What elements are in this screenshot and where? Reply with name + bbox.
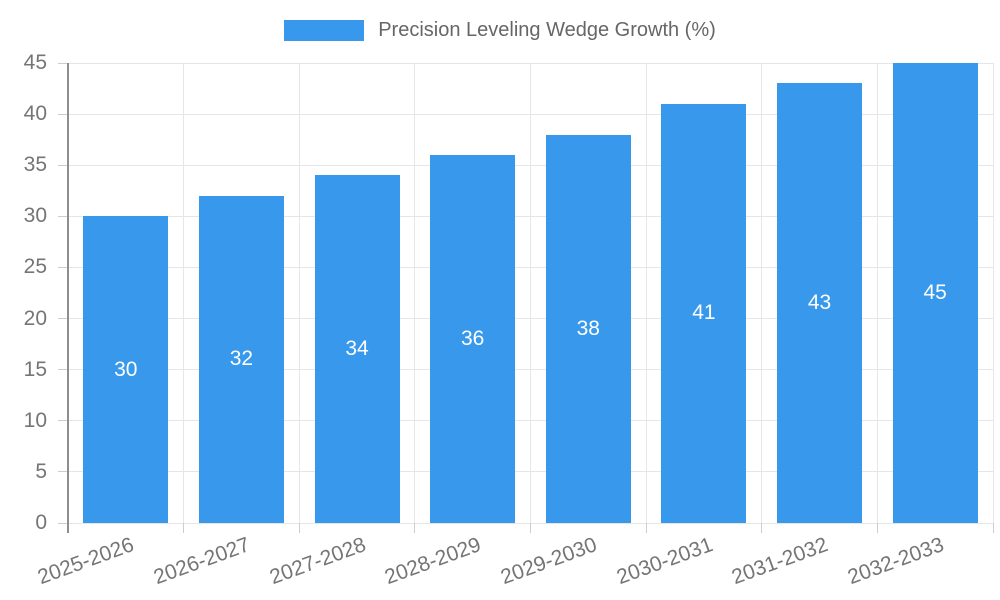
x-axis-tick-label: 2029-2030 — [497, 533, 600, 590]
y-axis-tick — [58, 420, 68, 422]
x-axis-tick — [645, 523, 647, 533]
y-axis-tick-label: 5 — [35, 459, 47, 483]
x-gridline — [645, 63, 647, 523]
y-axis-tick — [58, 522, 68, 524]
x-gridline — [761, 63, 763, 523]
y-axis-tick-label: 35 — [23, 153, 47, 177]
y-axis-tick-label: 40 — [23, 102, 47, 126]
y-axis-tick-label: 10 — [23, 408, 47, 432]
x-gridline — [992, 63, 994, 523]
y-axis-tick-label: 20 — [23, 306, 47, 330]
bar-2030-2031[interactable] — [661, 103, 747, 523]
x-gridline — [876, 63, 878, 523]
legend-swatch[interactable] — [284, 20, 365, 41]
bar-value-label: 32 — [229, 347, 254, 371]
x-axis-tick — [876, 523, 878, 533]
legend-label[interactable]: Precision Leveling Wedge Growth (%) — [378, 19, 716, 41]
x-axis-tick-label: 2030-2031 — [613, 533, 716, 590]
x-gridline — [183, 63, 185, 523]
y-axis-tick-label: 25 — [23, 255, 47, 279]
x-axis-tick — [298, 523, 300, 533]
bar-value-label: 38 — [576, 316, 600, 340]
x-gridline — [298, 63, 300, 523]
bar-2028-2029[interactable] — [430, 155, 516, 523]
x-axis-tick — [992, 523, 994, 533]
y-axis-tick — [58, 164, 68, 166]
bar-value-label: 34 — [345, 337, 369, 361]
bar-2031-2032[interactable] — [777, 83, 863, 523]
x-axis-tick-label: 2025-2026 — [35, 533, 138, 590]
x-axis-tick — [530, 523, 531, 533]
bar-value-label: 36 — [461, 327, 485, 350]
bar-value-label: 41 — [692, 301, 716, 325]
y-axis-tick — [58, 62, 68, 64]
bar-value-label: 30 — [114, 357, 138, 381]
x-axis-tick-label: 2028-2029 — [381, 533, 485, 590]
y-axis-tick-label: 0 — [35, 511, 47, 534]
x-axis-tick — [761, 523, 763, 533]
x-axis-tick — [183, 523, 185, 533]
x-axis-tick-label: 2027-2028 — [266, 533, 369, 590]
bar-value-label: 45 — [923, 281, 947, 304]
bar-2027-2028[interactable] — [314, 175, 400, 523]
y-axis-tick — [58, 215, 68, 217]
y-axis-tick — [58, 113, 68, 115]
y-axis-tick-label: 15 — [23, 357, 47, 381]
x-gridline — [530, 63, 531, 523]
bar-value-label: 43 — [807, 291, 832, 315]
y-axis-tick-label: 45 — [23, 51, 47, 74]
y-axis-tick-label: 30 — [23, 204, 47, 228]
y-axis-line — [67, 63, 69, 533]
x-gridline — [414, 63, 416, 523]
x-axis-tick — [414, 523, 416, 533]
x-axis-tick-label: 2031-2032 — [728, 533, 832, 590]
bar-2026-2027[interactable] — [198, 195, 284, 523]
y-axis-tick — [58, 369, 68, 371]
x-axis-tick-label: 2026-2027 — [150, 533, 253, 590]
y-axis-tick — [58, 318, 68, 320]
y-axis-tick — [58, 471, 68, 473]
y-axis-tick — [58, 266, 68, 268]
x-axis-tick-label: 2032-2033 — [844, 533, 947, 590]
chart-legend[interactable]: Precision Leveling Wedge Growth (%) — [0, 20, 1000, 41]
bar-2025-2026[interactable] — [83, 216, 169, 523]
bar-2029-2030[interactable] — [545, 134, 631, 523]
bar-2032-2033[interactable] — [892, 63, 978, 523]
